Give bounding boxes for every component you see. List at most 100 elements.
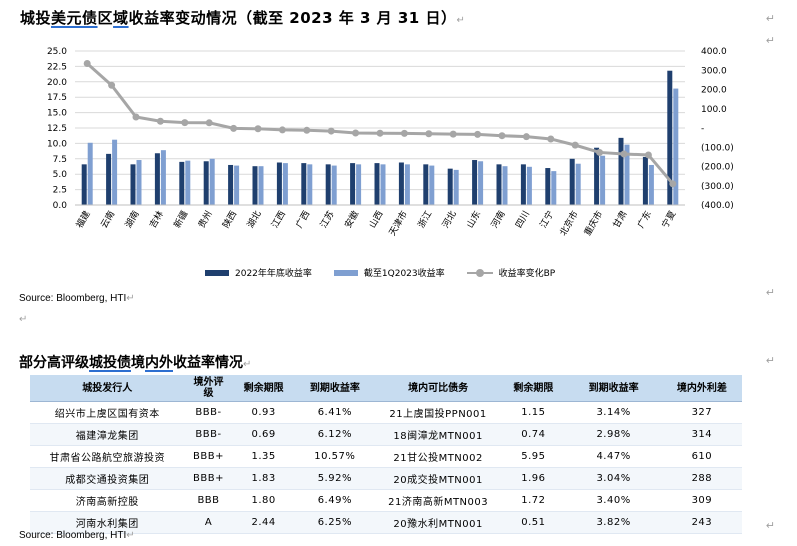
bar-1q2023 [87, 142, 93, 205]
col-header-onshore-tenor: 剩余期限 [501, 375, 566, 402]
bar-2022 [154, 153, 160, 205]
legend-item-1q2023: 截至1Q2023收益率 [333, 266, 445, 279]
table-row: 河南水利集团 A 2.44 6.25% 20豫水利MTN001 0.51 3.82% 243 [30, 511, 742, 534]
col-header-onshore-ytm: 到期收益率 [565, 375, 662, 402]
cell-issuer: 河南水利集团 [30, 511, 185, 534]
cell-onshore-ytm: 3.40% [565, 489, 662, 512]
cell-tenor: 1.80 [232, 489, 295, 512]
bp-change-point [474, 130, 482, 138]
bar-2022 [81, 164, 87, 205]
bar-1q2023 [648, 164, 654, 205]
legend-label: 收益率变化BP [498, 269, 556, 279]
cell-ytm: 6.12% [294, 423, 375, 446]
y-tick-label: 10.0 [47, 139, 67, 149]
col-header-spread: 境内外利差 [661, 375, 742, 402]
cell-rating: BBB+ [184, 467, 233, 490]
bar-2022 [423, 164, 429, 205]
bar-2022 [130, 164, 136, 205]
table-source-note: Source: Bloomberg, HTI↵ [19, 530, 135, 541]
cell-spread: 327 [661, 401, 742, 424]
cell-issuer: 济南高新控股 [30, 489, 185, 512]
return-mark: ↵ [456, 15, 466, 26]
return-mark: ↵ [765, 519, 775, 532]
cell-onshore-bond: 18闽漳龙MTN001 [374, 423, 502, 446]
cell-onshore-bond: 20成交投MTN001 [374, 467, 502, 490]
x-category-label: 河北 [439, 209, 458, 231]
bar-1q2023 [307, 164, 313, 205]
x-category-label: 宁夏 [659, 209, 678, 231]
bp-change-point [547, 135, 555, 143]
cell-spread: 610 [661, 445, 742, 468]
bar-1q2023 [502, 166, 508, 205]
legend-label: 截至1Q2023收益率 [363, 269, 445, 279]
cell-rating: A [184, 511, 233, 534]
return-mark: ↵ [765, 286, 775, 299]
bond-yield-table: 城投发行人 境外评级 剩余期限 到期收益率 境内可比债务 剩余期限 到期收益率 … [30, 375, 742, 534]
x-category-label: 山东 [464, 209, 483, 231]
bp-change-point [522, 133, 530, 141]
table-row: 济南高新控股 BBB 1.80 6.49% 21济南高新MTN003 1.72 3.40% 3… [30, 489, 742, 512]
bar-2022 [545, 168, 551, 205]
bar-2022 [350, 163, 356, 205]
bar-1q2023 [112, 139, 118, 205]
cell-onshore-tenor: 1.96 [501, 467, 566, 490]
legend-item-bp: 收益率变化BP [466, 266, 556, 279]
bar-1q2023 [258, 166, 264, 205]
cell-issuer: 甘肃省公路航空旅游投资 [30, 445, 185, 468]
bar-1q2023 [600, 155, 606, 205]
table-section-title: 部分高评级城投债境内外收益率情况↵ [19, 355, 252, 371]
return-mark: ↵ [765, 354, 775, 367]
bar-2022 [203, 161, 209, 205]
y-tick-label: 5.0 [53, 170, 68, 180]
bp-change-point [571, 141, 579, 149]
y2-tick-label: (100.0) [701, 143, 734, 153]
x-category-label: 四川 [514, 210, 532, 231]
y-tick-label: 2.5 [53, 186, 67, 196]
bar-1q2023 [234, 165, 240, 205]
bp-change-point [83, 60, 91, 68]
bar-1q2023 [673, 88, 679, 205]
bp-change-point [132, 113, 140, 121]
bar-2022 [301, 163, 307, 205]
cell-onshore-ytm: 3.04% [565, 467, 662, 490]
cell-tenor: 1.83 [232, 467, 295, 490]
cell-onshore-bond: 20豫水利MTN001 [374, 511, 502, 534]
cell-onshore-ytm: 4.47% [565, 445, 662, 468]
table-row: 成都交通投资集团 BBB+ 1.83 5.92% 20成交投MTN001 1.96 3.04… [30, 467, 742, 490]
bp-change-point [230, 124, 238, 132]
x-category-label: 浙江 [415, 209, 434, 231]
col-header-tenor: 剩余期限 [232, 375, 295, 402]
y2-tick-label: 400.0 [701, 47, 727, 57]
cell-onshore-ytm: 3.14% [565, 401, 662, 424]
cell-ytm: 6.25% [294, 511, 375, 534]
bar-1q2023 [453, 169, 459, 205]
y2-tick-label: 200.0 [701, 86, 727, 96]
cell-tenor: 2.44 [232, 511, 295, 534]
table-row: 福建漳龙集团 BBB- 0.69 6.12% 18闽漳龙MTN001 0.74 2.98% 3… [30, 423, 742, 446]
x-category-label: 湖北 [245, 209, 264, 230]
chart-source-note: Source: Bloomberg, HTI↵ [19, 293, 135, 304]
bp-change-point [498, 132, 506, 140]
bar-1q2023 [185, 160, 191, 205]
cell-onshore-bond: 21上虞国投PPN001 [374, 401, 502, 424]
y-tick-label: 17.5 [47, 93, 67, 103]
bar-2022 [252, 166, 258, 205]
cell-onshore-tenor: 0.74 [501, 423, 566, 446]
bp-change-point [254, 125, 262, 133]
cell-ytm: 10.57% [294, 445, 375, 468]
y2-tick-label: (200.0) [701, 163, 734, 173]
bp-change-point [449, 130, 457, 138]
cell-issuer: 成都交通投资集团 [30, 467, 185, 490]
x-category-label: 河南 [488, 209, 507, 231]
table-row: 绍兴市上虞区国有资本 BBB- 0.93 6.41% 21上虞国投PPN001 1.15 3… [30, 401, 742, 424]
chart-section-title: 城投美元债区域收益率变动情况（截至 2023 年 3 月 31 日）↵ [20, 9, 466, 27]
cell-rating: BBB- [184, 423, 233, 446]
bar-1q2023 [136, 160, 142, 205]
bar-2022 [667, 70, 673, 205]
bar-2022 [472, 160, 478, 205]
x-category-label: 新疆 [171, 209, 190, 231]
cell-onshore-ytm: 2.98% [565, 423, 662, 446]
x-category-label: 吉林 [147, 209, 166, 231]
legend-swatch [205, 269, 229, 276]
bar-2022 [618, 137, 624, 205]
